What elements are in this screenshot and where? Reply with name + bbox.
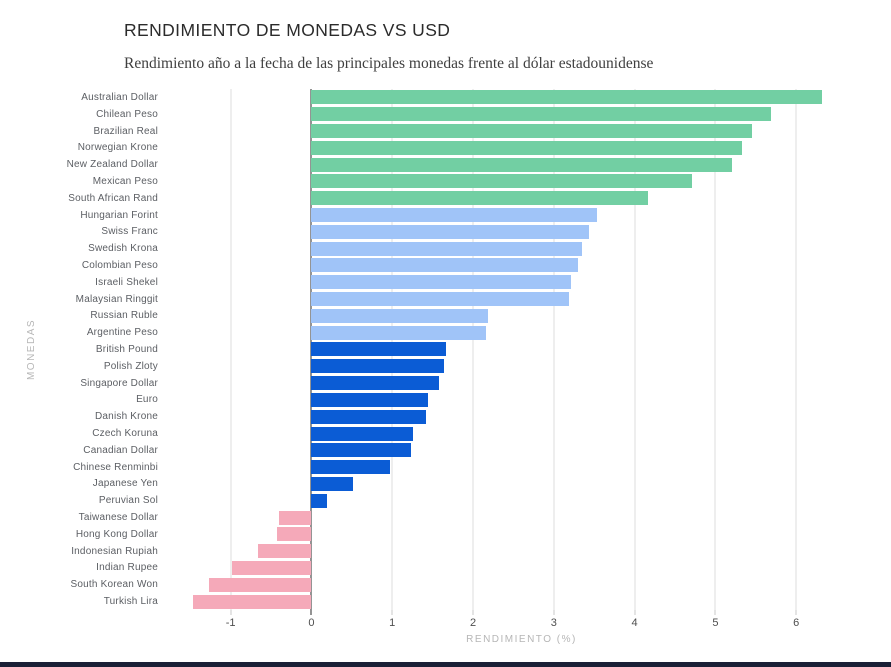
bar-mexican-peso [311, 174, 692, 189]
category-label: Colombian Peso [81, 259, 158, 271]
bar-euro [311, 392, 428, 407]
category-label: New Zealand Dollar [66, 159, 158, 171]
bar-taiwanese-dollar [279, 510, 312, 525]
bar-czech-koruna [311, 426, 414, 441]
category-label: Swiss Franc [101, 226, 158, 238]
bar-indonesian-rupiah [258, 544, 312, 559]
tick-mark [391, 610, 393, 615]
tick-mark [553, 610, 555, 615]
category-label: British Pound [95, 343, 158, 355]
tick-mark [230, 610, 232, 615]
gridline [472, 89, 474, 610]
category-label: Mexican Peso [92, 175, 158, 187]
category-labels: Australian Dollar Chilean Peso Brazilian R… [0, 89, 158, 610]
bar-polish-zloty [311, 359, 444, 374]
bar-canadian-dollar [311, 443, 411, 458]
category-label: Indian Rupee [96, 562, 158, 574]
category-label: Australian Dollar [81, 91, 158, 103]
category-label: Argentine Peso [86, 327, 158, 339]
category-label: Canadian Dollar [83, 444, 158, 456]
gridline [553, 89, 555, 610]
tick-mark [714, 610, 716, 615]
x-axis-ticks: -1 0 1 2 3 4 5 6 [166, 610, 877, 640]
category-label: Malaysian Ringgit [75, 293, 158, 305]
tick-label: 4 [631, 617, 638, 629]
category-label: Hong Kong Dollar [75, 528, 158, 540]
bar-peruvian-sol [311, 493, 327, 508]
category-label: Danish Krone [95, 411, 158, 423]
tick-mark [310, 610, 312, 615]
category-label: South African Rand [68, 192, 158, 204]
tick-mark [634, 610, 636, 615]
bar-danish-krone [311, 409, 427, 424]
category-label: Israeli Shekel [95, 276, 158, 288]
bar-australian-dollar [311, 90, 823, 105]
chart-title: RENDIMIENTO DE MONEDAS VS USD [124, 20, 451, 40]
tick-label: 3 [550, 617, 557, 629]
bar-malaysian-ringgit [311, 292, 570, 307]
bar-new-zealand-dollar [311, 157, 732, 172]
bar-swedish-krona [311, 241, 583, 256]
bar-russian-ruble [311, 308, 488, 323]
bar-south-korean-won [208, 577, 312, 592]
category-label: Turkish Lira [103, 596, 158, 608]
bar-chilean-peso [311, 107, 772, 122]
bar-brazilian-real [311, 124, 752, 138]
category-label: Hungarian Forint [80, 209, 158, 221]
bottom-accent-bar [0, 662, 891, 667]
gridline [714, 89, 716, 610]
plot-area [166, 89, 877, 610]
category-label: Brazilian Real [93, 125, 158, 137]
bar-hungarian-forint [311, 208, 597, 223]
bar-turkish-lira [193, 594, 312, 609]
bar-israeli-shekel [311, 275, 571, 290]
category-label: South Korean Won [70, 579, 158, 591]
bar-chinese-renminbi [311, 460, 390, 475]
bar-south-african-rand [311, 191, 649, 206]
tick-label: 0 [308, 617, 315, 629]
x-axis-title: RENDIMIENTO (%) [466, 634, 577, 645]
gridline [230, 89, 232, 610]
category-label: Czech Koruna [92, 428, 158, 440]
bar-colombian-peso [311, 258, 579, 273]
category-label: Singapore Dollar [80, 377, 158, 389]
tick-label: 2 [469, 617, 477, 629]
category-label: Swedish Krona [88, 243, 158, 255]
category-label: Chilean Peso [96, 108, 158, 120]
category-label: Norwegian Krone [77, 142, 158, 154]
gridline [634, 89, 636, 610]
bar-indian-rupee [232, 560, 312, 575]
tick-label: 6 [793, 617, 800, 629]
bar-norwegian-krone [311, 140, 743, 155]
category-label: Indonesian Rupiah [71, 545, 158, 557]
tick-mark [795, 610, 797, 615]
bar-swiss-franc [311, 224, 589, 239]
bar-argentine-peso [311, 325, 486, 340]
category-label: Peruvian Sol [98, 495, 158, 507]
category-label: Euro [136, 394, 158, 406]
category-label: Chinese Renminbi [73, 461, 158, 473]
tick-label: -1 [225, 617, 236, 629]
bar-hong-kong-dollar [277, 527, 312, 542]
tick-label: 1 [389, 617, 396, 629]
bar-japanese-yen [311, 476, 353, 491]
tick-mark [472, 610, 474, 615]
category-label: Taiwanese Dollar [78, 512, 158, 524]
tick-label: 5 [712, 617, 719, 629]
category-label: Polish Zloty [103, 360, 158, 372]
chart-subtitle: Rendimiento año a la fecha de las princi… [124, 55, 654, 72]
bar-singapore-dollar [311, 376, 440, 391]
category-label: Japanese Yen [92, 478, 158, 490]
bar-british-pound [311, 342, 446, 357]
gridline [795, 89, 797, 610]
chart-header: RENDIMIENTO DE MONEDAS VS USD Rendimient… [124, 20, 653, 73]
category-label: Russian Ruble [90, 310, 158, 322]
